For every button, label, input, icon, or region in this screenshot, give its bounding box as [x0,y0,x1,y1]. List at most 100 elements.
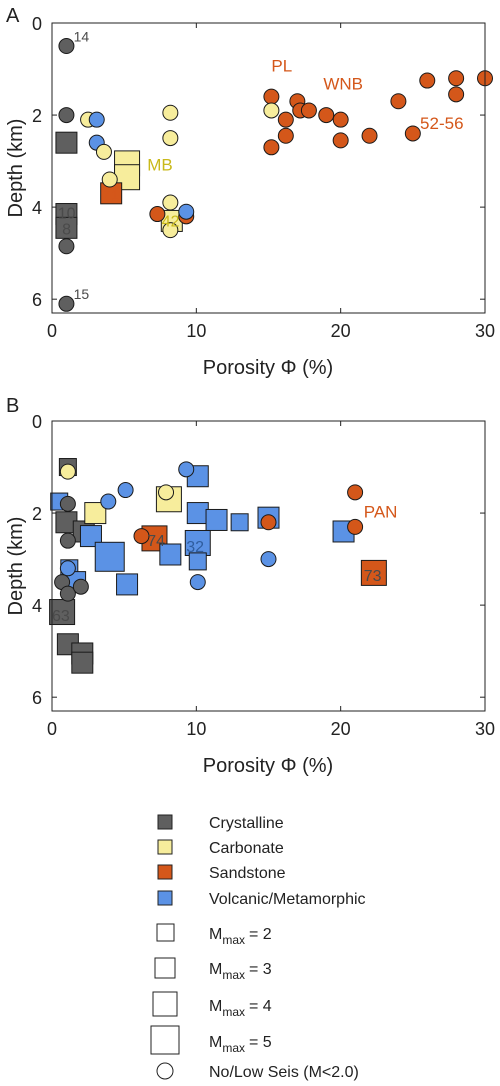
legend-mmax2-sub: max [222,933,245,947]
data-point-circle-sandstone [260,514,277,531]
legend-mmax5-value: = 5 [249,1034,272,1051]
legend-swatch-sandstone [157,864,173,880]
data-point-circle-sandstone [277,127,294,144]
data-point-square-volcanic [184,529,211,556]
data-point-circle-crystalline [59,532,76,549]
panel-a-letter: A [6,5,20,27]
legend-mmax3-m: M [209,961,222,978]
annotation-label: 63 [52,608,70,625]
legend-mmax5-label: Mmax = 5 [209,1034,272,1055]
y-tick-label: 2 [32,106,42,126]
data-point-square-volcanic [188,552,207,571]
panel-a-frame [51,22,486,314]
data-point-circle-sandstone [332,111,349,128]
legend-mmax5-square [150,1025,180,1055]
legend-mmax2-value: = 2 [249,926,272,943]
data-point-circle-crystalline [59,585,76,602]
data-point-circle-volcanic [178,203,195,220]
x-tick-label: 10 [186,719,206,739]
legend-mmax4-m: M [209,998,222,1015]
data-point-circle-carbonate [162,104,179,121]
panel-a-xlabel: Porosity Φ (%) [203,357,333,379]
legend-mmax4-value: = 4 [249,998,272,1015]
legend-mmax5-sub: max [222,1041,245,1055]
data-point-circle-sandstone [448,86,465,103]
x-tick-label: 0 [47,321,57,341]
data-point-square-volcanic [186,502,209,525]
y-tick-label: 0 [32,14,42,34]
x-tick-label: 20 [331,719,351,739]
annotation-label: 10 [58,206,76,223]
panel-a-annotations: 14 15 108 71 42 MB PL WNB 52-56 [58,28,464,302]
legend-mmax4-sub: max [222,1005,245,1019]
panel-b-axes: 0 10 20 30 0 2 4 6 [32,412,495,739]
legend-mmax3-sub: max [222,968,245,982]
legend-mmax3-label: Mmax = 3 [209,961,272,982]
data-point-circle-sandstone [404,125,421,142]
legend-mmax3-value: = 3 [249,961,272,978]
data-point-square-volcanic [205,508,228,531]
x-tick-label: 10 [186,321,206,341]
annotation-label: PAN [364,503,398,522]
data-point-circle-sandstone [149,206,166,223]
panel-b-marks [49,458,387,674]
data-point-circle-sandstone [347,484,364,501]
x-tick-label: 30 [475,719,495,739]
y-tick-label: 0 [32,412,42,432]
y-tick-label: 4 [32,596,42,616]
data-point-circle-carbonate [263,102,280,119]
data-point-circle-sandstone [318,107,335,124]
annotation-label: PL [271,56,292,75]
data-point-square-volcanic [94,541,125,572]
panel-a-axes: 0 10 20 30 0 2 4 6 [32,14,495,341]
annotation-label: 71 [103,187,120,204]
data-point-circle-carbonate [162,222,179,239]
data-point-circle-crystalline [58,295,75,312]
y-tick-label: 2 [32,504,42,524]
data-point-circle-volcanic [88,111,105,128]
legend-mmax2-square [156,923,175,942]
data-point-circle-crystalline [58,238,75,255]
data-point-circle-sandstone [390,93,407,110]
data-point-circle-crystalline [59,495,76,512]
data-point-circle-sandstone [277,111,294,128]
data-point-square-crystalline [55,131,78,154]
annotation-label: MB [147,155,173,174]
annotation-label: 42 [162,213,180,230]
legend-mmax2-m: M [209,926,222,943]
legend: Crystalline Carbonate Sandstone Volcanic… [150,814,366,1081]
panel-a-ylabel: Depth (km) [5,119,27,218]
legend-nolow: No/Low Seis (M<2.0) [209,1064,359,1081]
annotation-label: 74 [147,533,165,550]
legend-swatch-volcanic [157,890,173,906]
data-point-square-volcanic [116,573,139,596]
legend-swatch-crystalline [157,814,173,830]
legend-mmax4-label: Mmax = 4 [209,998,272,1019]
legend-sandstone: Sandstone [209,865,286,882]
data-point-circle-sandstone [263,139,280,156]
panel-b: B 0 10 20 30 0 2 4 6 63 74 32 PAN 73 Porosity Φ (%)… [5,395,495,777]
data-point-circle-sandstone [448,70,465,87]
data-point-circle-sandstone [133,528,150,545]
panel-a-marks [55,38,493,312]
panel-b-annotations: 63 74 32 PAN 73 [52,503,397,626]
data-point-circle-volcanic [59,560,76,577]
legend-mmax3-square [154,957,176,979]
y-tick-label: 6 [32,688,42,708]
legend-crystalline: Crystalline [209,815,284,832]
panel-b-letter: B [6,395,19,417]
data-point-circle-carbonate [162,194,179,211]
legend-carbonate: Carbonate [209,840,284,857]
data-point-circle-carbonate [95,143,112,160]
annotation-label: 52-56 [420,114,463,133]
data-point-circle-volcanic [260,551,277,568]
x-tick-label: 20 [331,321,351,341]
data-point-circle-sandstone [263,88,280,105]
data-point-circle-crystalline [58,38,75,55]
data-point-circle-carbonate [162,130,179,147]
data-point-circle-carbonate [101,171,118,188]
legend-nolow-circle [156,1062,174,1080]
data-point-circle-carbonate [59,463,76,480]
legend-mmax2-label: Mmax = 2 [209,926,272,947]
